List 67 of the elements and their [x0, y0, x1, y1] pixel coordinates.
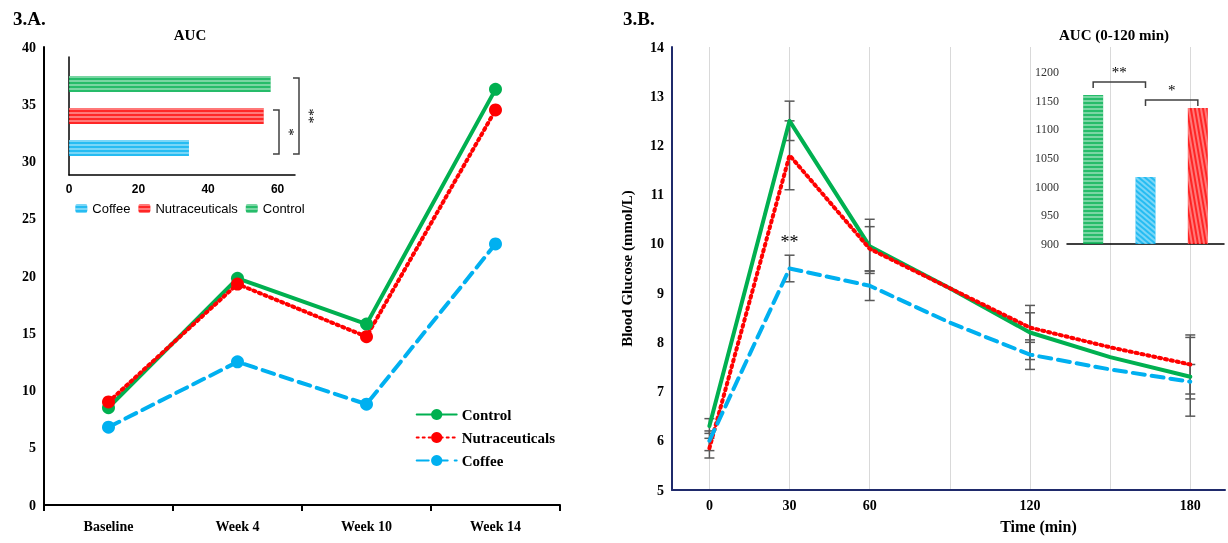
y-tick-label: 14	[650, 39, 664, 55]
y-tick-label: 9	[657, 285, 664, 301]
x-tick-label: 0	[705, 497, 713, 513]
annotation: **	[780, 232, 799, 253]
legend-label: Control	[461, 406, 512, 423]
x-tick-label: Baseline	[83, 518, 134, 534]
chart-title: AUC (0-120 min)	[1059, 26, 1169, 44]
legend-label: Coffee	[461, 452, 504, 469]
y-tick-label: 20	[22, 268, 36, 284]
x-tick-label: 120	[1019, 497, 1041, 513]
y-tick-label: 7	[657, 384, 664, 400]
point	[360, 397, 373, 411]
legend-label: Nutraceuticals	[461, 429, 556, 446]
x-tick-label: Week 14	[470, 518, 521, 534]
point	[231, 355, 244, 369]
y-tick-label: 15	[22, 325, 36, 341]
y-tick-label: 25	[22, 211, 36, 227]
y-axis-title: Blood Glucose (mmol/L)	[618, 190, 636, 347]
y-tick-label: 10	[650, 236, 664, 252]
y-tick-label: 40	[22, 39, 36, 55]
y-tick-label: 950	[1041, 208, 1059, 223]
x-tick-label: 180	[1179, 497, 1201, 513]
x-tick-label: Week 10	[341, 518, 392, 534]
point	[360, 330, 373, 344]
legend-label: Coffee	[92, 201, 131, 216]
y-tick-label: 900	[1041, 237, 1059, 251]
x-tick-label: 30	[782, 497, 797, 513]
y-tick-label: 5	[29, 440, 36, 456]
x-axis-title: Time (min)	[1000, 517, 1077, 536]
y-tick-label: 13	[650, 88, 664, 104]
y-tick-label: 1050	[1035, 151, 1059, 165]
chart-title: 3.B.	[623, 8, 655, 29]
line-series	[707, 153, 1193, 451]
point	[489, 103, 502, 117]
y-tick-label: 5	[657, 482, 664, 498]
annotation: *	[1167, 82, 1176, 98]
y-tick-label: 1200	[1035, 65, 1059, 79]
y-tick-label: 12	[650, 137, 664, 153]
legend-label: Control	[262, 201, 305, 216]
y-tick-label: 8	[657, 334, 664, 350]
x-tick-label: Week 4	[215, 518, 260, 534]
x-tick-label: 20	[131, 182, 146, 196]
legend-label: Nutraceuticals	[155, 201, 239, 216]
chart-title: AUC	[173, 26, 207, 43]
annotation: **	[301, 108, 317, 124]
chart-title: 3.A.	[13, 8, 46, 29]
point	[489, 237, 502, 251]
annotation: *	[281, 128, 297, 136]
x-tick-label: 0	[65, 182, 73, 196]
y-tick-label: 30	[22, 154, 36, 169]
y-tick-label: 1100	[1035, 122, 1059, 137]
x-tick-label: 60	[862, 497, 877, 513]
x-tick-label: 40	[201, 182, 216, 196]
annotation: **	[1111, 64, 1127, 80]
y-tick-label: 1150	[1035, 93, 1059, 108]
line-series	[707, 266, 1193, 443]
x-tick-label: 60	[270, 182, 285, 196]
y-tick-label: 6	[657, 433, 664, 449]
point	[102, 395, 115, 409]
y-tick-label: 1000	[1035, 179, 1059, 194]
point	[489, 82, 502, 96]
y-tick-label: 10	[22, 383, 36, 398]
point	[231, 277, 244, 291]
point	[360, 317, 373, 331]
point	[102, 420, 115, 434]
y-tick-label: 11	[650, 187, 664, 203]
y-tick-label: 35	[22, 96, 36, 112]
